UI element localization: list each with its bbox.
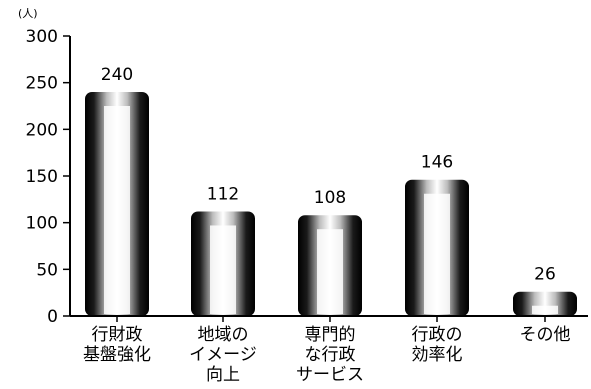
bar-group: 108 <box>298 188 362 316</box>
x-category-label: その他 <box>520 325 571 345</box>
bar-highlight <box>424 193 450 314</box>
bar-highlight <box>317 229 343 314</box>
y-tick-label: 300 <box>26 27 58 47</box>
bar-group: 26 <box>513 265 577 316</box>
data-label: 112 <box>207 184 239 204</box>
x-category-label: 地域の <box>198 325 249 345</box>
bar-highlight <box>210 225 236 314</box>
bar-highlight <box>532 305 558 314</box>
bar-highlight <box>104 106 130 314</box>
x-category-label: サービス <box>296 365 364 385</box>
x-category-label: 行政の <box>412 325 463 345</box>
bar-group: 146 <box>405 153 469 316</box>
x-category-label: 向上 <box>206 365 240 385</box>
y-tick-label: 0 <box>47 307 58 327</box>
data-label: 108 <box>314 188 346 208</box>
bar <box>513 291 577 316</box>
x-category-label: イメージ <box>189 345 257 365</box>
x-category-label: な行政 <box>305 345 356 365</box>
data-label: 146 <box>421 153 453 173</box>
y-tick-label: 150 <box>26 167 58 187</box>
y-tick-label: 50 <box>36 260 58 280</box>
bars: 240 112 108 146 26 <box>85 65 577 316</box>
bar-group: 112 <box>191 184 255 316</box>
data-label: 26 <box>534 265 556 285</box>
y-tick-label: 100 <box>26 214 58 234</box>
x-category-label: 効率化 <box>412 345 463 365</box>
y-axis-unit-label: (人) <box>18 7 38 20</box>
y-tick-label: 250 <box>26 74 58 94</box>
x-category-label: 基盤強化 <box>83 345 151 365</box>
bar-group: 240 <box>85 65 149 316</box>
x-category-label: 行財政 <box>92 325 143 345</box>
x-category-label: 専門的 <box>305 325 356 345</box>
y-tick-label: 200 <box>26 120 58 140</box>
data-label: 240 <box>101 65 133 85</box>
y-axis: 0 50 100 150 200 250 300 <box>26 27 71 327</box>
